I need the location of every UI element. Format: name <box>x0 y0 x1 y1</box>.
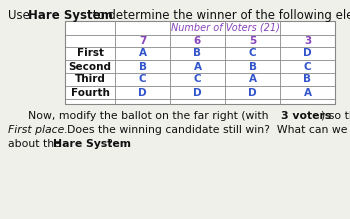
Text: C: C <box>304 62 311 71</box>
Text: Third: Third <box>75 74 105 85</box>
Text: Second: Second <box>69 62 112 71</box>
Text: 7: 7 <box>139 36 146 46</box>
Text: Use: Use <box>8 9 34 22</box>
Text: Fourth: Fourth <box>71 88 110 97</box>
Text: A: A <box>303 88 312 97</box>
Text: Hare System: Hare System <box>53 139 131 149</box>
Text: 6: 6 <box>194 36 201 46</box>
Text: A: A <box>139 48 147 58</box>
Text: Number of Voters (21): Number of Voters (21) <box>170 23 279 33</box>
Text: 5: 5 <box>249 36 256 46</box>
Text: C: C <box>194 74 201 85</box>
Text: A: A <box>248 74 257 85</box>
Text: B: B <box>139 62 147 71</box>
Text: First: First <box>77 48 104 58</box>
Text: B: B <box>194 48 202 58</box>
Text: C: C <box>249 48 256 58</box>
Text: to determine the winner of the following election:: to determine the winner of the following… <box>89 9 350 22</box>
Text: D: D <box>138 88 147 97</box>
Text: about the: about the <box>8 139 64 149</box>
Text: ) so that the winner is in: ) so that the winner is in <box>321 111 350 121</box>
Text: Hare System: Hare System <box>28 9 113 22</box>
Text: 3 voters: 3 voters <box>281 111 331 121</box>
Bar <box>65 21 335 104</box>
Text: C: C <box>139 74 146 85</box>
Text: ?: ? <box>106 139 112 149</box>
Text: Does the winning candidate still win?  What can we conclude from this: Does the winning candidate still win? Wh… <box>60 125 350 135</box>
Text: A: A <box>194 62 202 71</box>
Text: B: B <box>303 74 312 85</box>
Text: First place.: First place. <box>8 125 68 135</box>
Text: D: D <box>193 88 202 97</box>
Text: D: D <box>248 88 257 97</box>
Text: Now, modify the ballot on the far right (with: Now, modify the ballot on the far right … <box>28 111 272 121</box>
Text: D: D <box>303 48 312 58</box>
Text: B: B <box>248 62 257 71</box>
Text: 3: 3 <box>304 36 311 46</box>
